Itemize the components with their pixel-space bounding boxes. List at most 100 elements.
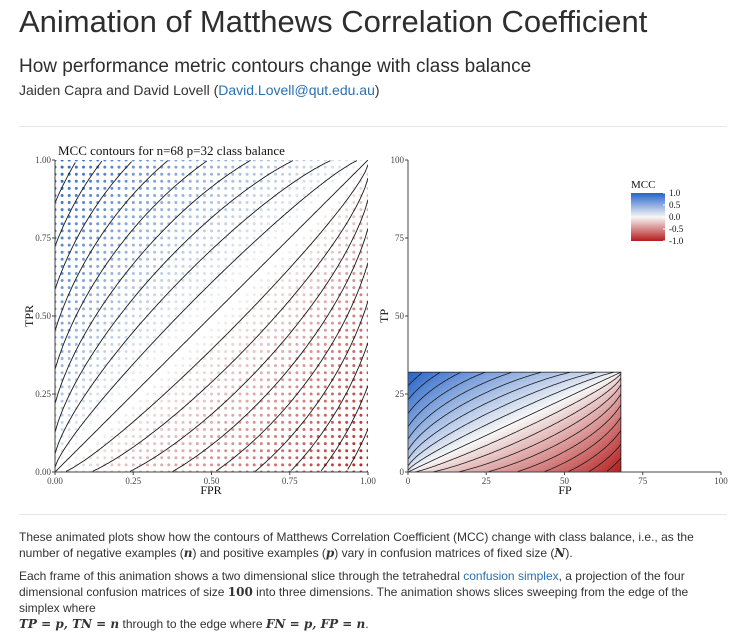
heat-cell — [567, 437, 572, 442]
heat-cell — [523, 456, 528, 460]
heat-cell — [530, 378, 534, 382]
heat-cell — [533, 406, 537, 410]
heat-dot — [316, 160, 320, 162]
heat-cell — [551, 400, 556, 404]
heat-cell — [501, 400, 506, 404]
heat-dot — [266, 236, 270, 240]
heat-cell — [423, 397, 428, 401]
heat-dot — [295, 385, 299, 389]
heat-cell — [555, 406, 559, 410]
heat-dot — [309, 201, 313, 204]
heat-dot — [338, 413, 341, 417]
heat-dot — [245, 463, 249, 467]
heat-cell — [464, 390, 468, 395]
heat-cell — [611, 459, 615, 464]
heat-cell — [536, 425, 540, 429]
heat-dot — [330, 328, 334, 332]
heat-cell — [589, 431, 594, 435]
heat-cell — [558, 387, 562, 392]
heat-dot — [103, 250, 107, 254]
heat-dot — [153, 293, 157, 297]
heat-dot — [217, 350, 221, 353]
heat-cell — [614, 418, 619, 423]
x-tick-label: 25 — [482, 476, 492, 486]
heat-dot — [238, 364, 242, 368]
heat-cell — [586, 375, 590, 379]
heat-dot — [288, 286, 292, 290]
heat-dot — [302, 321, 306, 325]
heat-dot — [146, 321, 149, 325]
heat-dot — [366, 272, 368, 275]
heat-dot — [259, 378, 263, 382]
heat-cell — [501, 440, 506, 445]
heat-dot — [316, 392, 320, 396]
heat-dot — [117, 186, 121, 190]
heat-cell — [592, 431, 597, 435]
heat-dot — [96, 208, 100, 212]
confusion-simplex-link[interactable]: confusion simplex — [463, 569, 559, 583]
heat-cell — [458, 447, 462, 451]
heat-cell — [517, 384, 522, 389]
heat-dot — [231, 208, 235, 212]
heat-dot — [74, 229, 78, 233]
heat-dot — [252, 392, 256, 396]
heat-dot — [252, 342, 256, 346]
heat-cell — [570, 400, 575, 404]
heat-dot — [131, 449, 135, 453]
heat-dot — [288, 257, 292, 261]
heat-cell — [486, 468, 490, 472]
heat-cell — [442, 384, 446, 389]
heat-dot — [103, 215, 107, 219]
heat-cell — [595, 394, 600, 398]
heat-cell — [470, 378, 475, 382]
heat-cell — [530, 425, 534, 429]
heat-cell — [511, 456, 515, 460]
heat-dot — [74, 321, 78, 325]
heat-dot — [89, 342, 93, 346]
heat-dot — [138, 243, 142, 247]
heat-dot — [67, 321, 71, 325]
heat-cell — [592, 450, 597, 454]
heat-dot — [359, 208, 363, 212]
heat-dot — [160, 399, 164, 403]
email-link[interactable]: David.Lovell@qut.edu.au — [218, 82, 375, 98]
heat-cell — [433, 422, 437, 426]
heat-dot — [352, 463, 356, 467]
heat-dot — [195, 420, 199, 424]
heat-cell — [476, 406, 481, 410]
heat-cell — [423, 394, 428, 398]
heat-cell — [517, 456, 522, 460]
heat-cell — [420, 387, 425, 392]
heat-cell — [567, 450, 572, 454]
heat-cell — [489, 465, 493, 470]
heat-cell — [411, 384, 415, 389]
heat-cell — [448, 418, 453, 423]
heat-cell — [483, 425, 487, 429]
heat-dot — [338, 307, 341, 311]
heat-cell — [598, 406, 603, 410]
heat-cell — [583, 409, 587, 414]
heat-cell — [501, 406, 506, 410]
heat-dot — [274, 165, 277, 169]
heat-cell — [461, 390, 465, 395]
heat-cell — [408, 412, 412, 417]
heat-dot — [202, 435, 206, 438]
heat-cell — [476, 390, 481, 395]
legend-label: -1.0 — [669, 236, 684, 246]
heat-cell — [526, 459, 531, 464]
heat-dot — [259, 442, 263, 446]
heat-cell — [489, 447, 493, 451]
heat-cell — [511, 390, 515, 395]
heat-dot — [281, 428, 285, 431]
heat-dot — [153, 286, 157, 290]
heat-cell — [526, 443, 531, 448]
heat-cell — [448, 390, 453, 395]
heat-dot — [252, 413, 256, 417]
heat-dot — [181, 279, 185, 282]
heat-cell — [526, 387, 531, 392]
heat-cell — [458, 456, 462, 460]
heat-dot — [153, 279, 157, 282]
heat-cell — [523, 462, 528, 467]
heat-cell — [583, 468, 587, 472]
